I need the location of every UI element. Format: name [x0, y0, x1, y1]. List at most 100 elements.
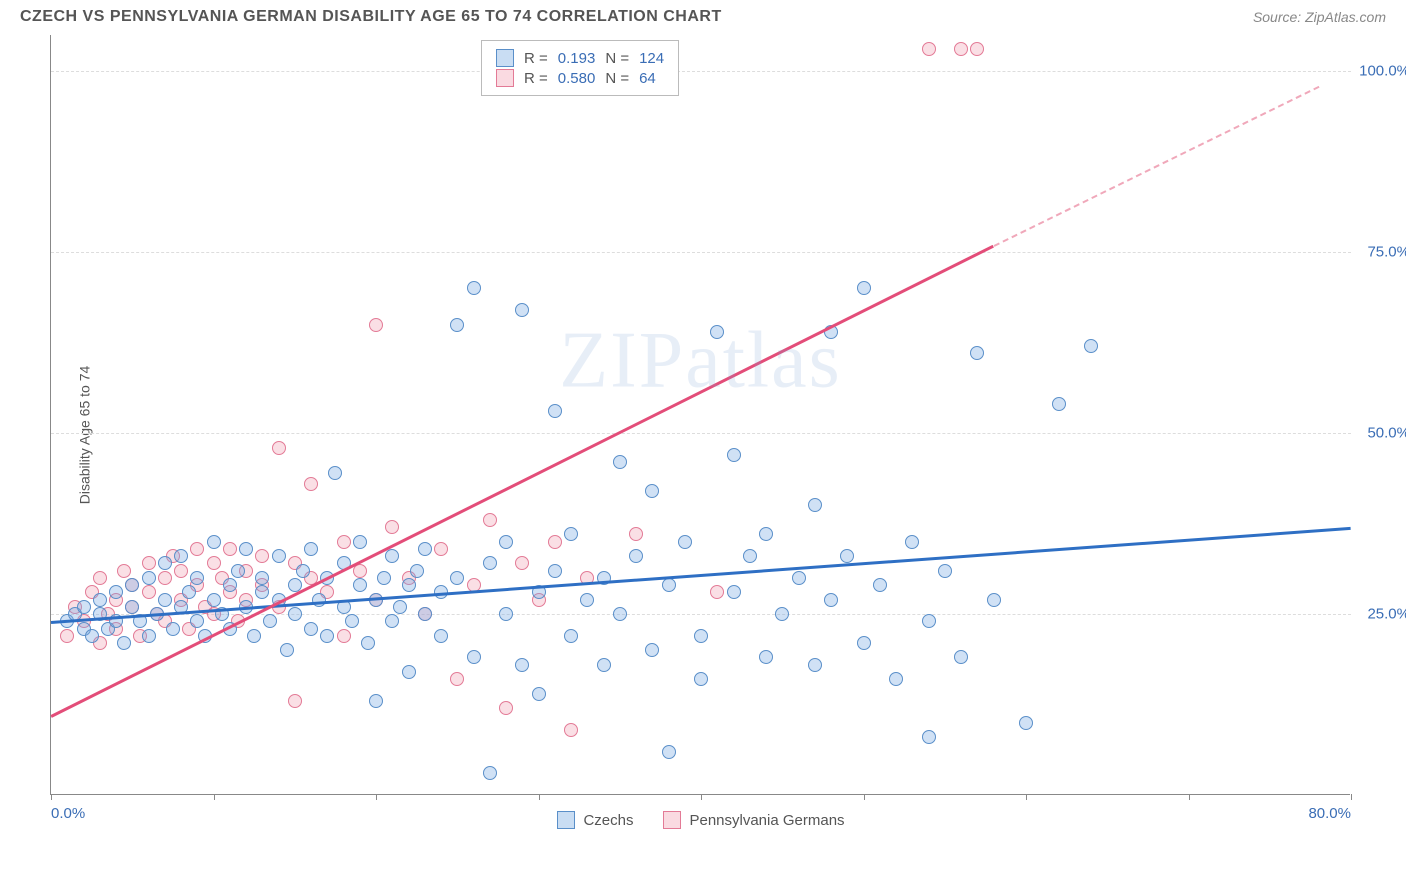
chart-container: Disability Age 65 to 74 ZIPatlas R = 0.1…: [50, 35, 1386, 835]
data-point: [450, 672, 464, 686]
data-point: [190, 571, 204, 585]
data-point: [158, 593, 172, 607]
data-point: [450, 318, 464, 332]
data-point: [158, 556, 172, 570]
data-point: [288, 694, 302, 708]
data-point: [158, 571, 172, 585]
data-point: [613, 455, 627, 469]
data-point: [125, 578, 139, 592]
gridline: [51, 614, 1351, 615]
data-point: [369, 694, 383, 708]
x-tick: [864, 794, 865, 800]
data-point: [125, 600, 139, 614]
legend-row-pink: R = 0.580 N = 64: [496, 69, 664, 87]
data-point: [483, 513, 497, 527]
data-point: [353, 535, 367, 549]
data-point: [775, 607, 789, 621]
gridline: [51, 433, 1351, 434]
data-point: [694, 629, 708, 643]
data-point: [77, 600, 91, 614]
data-point: [142, 585, 156, 599]
data-point: [499, 535, 513, 549]
y-tick-label: 75.0%: [1367, 244, 1406, 261]
gridline: [51, 71, 1351, 72]
data-point: [824, 593, 838, 607]
data-point: [938, 564, 952, 578]
y-tick-label: 25.0%: [1367, 606, 1406, 623]
data-point: [808, 658, 822, 672]
data-point: [743, 549, 757, 563]
data-point: [922, 614, 936, 628]
n-label: N =: [605, 70, 629, 87]
data-point: [629, 527, 643, 541]
data-point: [142, 571, 156, 585]
data-point: [345, 614, 359, 628]
legend-label: Pennsylvania Germans: [689, 812, 844, 829]
x-tick: [1351, 794, 1352, 800]
data-point: [320, 629, 334, 643]
legend-swatch-blue: [496, 49, 514, 67]
data-point: [597, 658, 611, 672]
r-label: R =: [524, 50, 548, 67]
data-point: [361, 636, 375, 650]
data-point: [629, 549, 643, 563]
n-value-blue: 124: [639, 50, 664, 67]
data-point: [304, 542, 318, 556]
data-point: [1084, 339, 1098, 353]
data-point: [207, 593, 221, 607]
r-label: R =: [524, 70, 548, 87]
data-point: [905, 535, 919, 549]
data-point: [272, 441, 286, 455]
data-point: [580, 593, 594, 607]
data-point: [263, 614, 277, 628]
data-point: [117, 564, 131, 578]
data-point: [792, 571, 806, 585]
data-point: [402, 578, 416, 592]
x-tick: [1026, 794, 1027, 800]
data-point: [182, 585, 196, 599]
data-point: [109, 585, 123, 599]
data-point: [93, 593, 107, 607]
data-point: [499, 607, 513, 621]
data-point: [678, 535, 692, 549]
data-point: [353, 578, 367, 592]
data-point: [970, 346, 984, 360]
data-point: [418, 542, 432, 556]
data-point: [857, 281, 871, 295]
data-point: [727, 585, 741, 599]
data-point: [483, 766, 497, 780]
data-point: [857, 636, 871, 650]
data-point: [239, 542, 253, 556]
data-point: [385, 614, 399, 628]
data-point: [369, 318, 383, 332]
data-point: [515, 658, 529, 672]
data-point: [142, 629, 156, 643]
data-point: [166, 622, 180, 636]
legend-row-blue: R = 0.193 N = 124: [496, 49, 664, 67]
data-point: [548, 564, 562, 578]
data-point: [873, 578, 887, 592]
data-point: [548, 404, 562, 418]
data-point: [337, 629, 351, 643]
data-point: [645, 484, 659, 498]
data-point: [207, 556, 221, 570]
data-point: [613, 607, 627, 621]
data-point: [93, 571, 107, 585]
data-point: [467, 281, 481, 295]
x-tick-label: 0.0%: [51, 805, 85, 822]
data-point: [694, 672, 708, 686]
legend-item-czechs: Czechs: [557, 811, 633, 829]
data-point: [223, 542, 237, 556]
data-point: [255, 571, 269, 585]
data-point: [662, 578, 676, 592]
data-point: [759, 650, 773, 664]
data-point: [223, 578, 237, 592]
data-point: [304, 477, 318, 491]
data-point: [710, 325, 724, 339]
data-point: [515, 556, 529, 570]
data-point: [328, 466, 342, 480]
data-point: [889, 672, 903, 686]
data-point: [207, 535, 221, 549]
data-point: [288, 607, 302, 621]
plot-area: ZIPatlas R = 0.193 N = 124 R = 0.580 N =…: [50, 35, 1350, 795]
